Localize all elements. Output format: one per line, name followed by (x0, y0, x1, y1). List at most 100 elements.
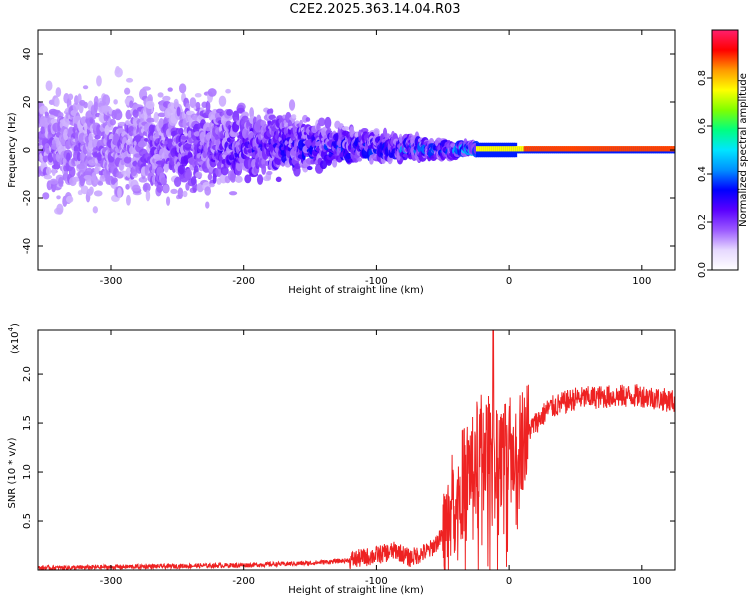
spectrogram-cell (66, 152, 71, 162)
spectrogram-cell (673, 146, 675, 152)
spectrogram-cell (563, 146, 567, 152)
spectrogram-cell (607, 146, 611, 152)
spectrogram-cell (142, 86, 151, 91)
spectrogram-cell (50, 180, 60, 185)
spectrogram-cell (535, 146, 540, 152)
spectrogram-cell (561, 146, 565, 152)
spectrogram-cell (63, 170, 69, 179)
spectrogram-cell (117, 187, 122, 199)
spectrogram-cell (623, 146, 627, 152)
spectrogram-cell (589, 146, 593, 152)
spectrogram-cell (497, 146, 502, 152)
spectrogram-cell (551, 146, 555, 152)
spectrogram-cell (657, 146, 661, 152)
spectrogram-cell (525, 146, 530, 152)
spectrogram-cell (643, 146, 647, 152)
spectrogram-cell (475, 146, 480, 152)
spectrogram-cell (641, 146, 645, 152)
spectrogram-cell (225, 88, 231, 94)
spectrogram-cell (531, 146, 536, 152)
snr-y-ticks: 0.5 1.0 1.5 2.0 (22, 366, 675, 529)
spectrogram-cell (547, 146, 551, 152)
spectrogram-cell (54, 97, 60, 107)
spectrogram-cell (267, 120, 272, 126)
spectrogram-cell (571, 146, 575, 152)
spectrogram-cell (649, 146, 653, 152)
spectrogram-cell (234, 175, 243, 183)
spectrogram-cell (595, 146, 599, 152)
snr-y-axis-label: SNR (10 * v/v) (7, 437, 18, 508)
spectrogram-cell (45, 167, 52, 176)
spectrogram-cell (82, 85, 89, 90)
spectrogram-cell (266, 170, 273, 176)
spectrogram-cell (156, 183, 163, 193)
spectrogram-cell (319, 160, 328, 170)
spectrogram-cell (637, 146, 641, 152)
spectrogram-cell (639, 146, 643, 152)
spectrogram-cell (503, 146, 508, 152)
spectrogram-cell (513, 146, 518, 152)
spectrogram-y-tick-label: -20 (22, 190, 33, 206)
spectrogram-cell (195, 171, 203, 179)
spectrogram-cell (162, 95, 171, 102)
spectrogram-cell (182, 118, 188, 129)
spectrogram-cell (499, 146, 504, 152)
spectrogram-x-tick-label: 100 (632, 276, 651, 287)
spectrogram-y-tick-label: 40 (22, 48, 33, 61)
spectrogram-cell (625, 146, 629, 152)
spectrogram-cell (261, 163, 267, 175)
spectrogram-cell (294, 163, 301, 170)
spectrogram-cell (581, 146, 585, 152)
page-title: C2E2.2025.363.14.04.R03 (289, 2, 461, 17)
spectrogram-cell (153, 111, 159, 123)
colorbar-tick-label: 0.6 (697, 118, 708, 134)
spectrogram-cell (65, 195, 74, 203)
spectrogram-cell (229, 170, 237, 183)
spectrogram-cell (515, 146, 520, 152)
spectrogram-cell (491, 146, 496, 152)
spectrogram-cell (138, 176, 148, 183)
snr-x-tick-label: -300 (100, 576, 123, 587)
spectrogram-cell (653, 146, 657, 152)
spectrogram-cell (96, 75, 102, 87)
spectrogram-cell (207, 173, 213, 181)
spectrogram-cell (583, 146, 587, 152)
spectrogram-cell (109, 118, 116, 126)
spectrogram-cell (160, 177, 167, 186)
spectrogram-cell (256, 174, 264, 185)
spectrogram-cell (615, 146, 619, 152)
spectrogram-cell (621, 146, 625, 152)
spectrogram-cell (579, 146, 583, 152)
spectrogram-cell (196, 182, 204, 193)
spectrogram-cell (651, 146, 655, 152)
spectrogram-cell (79, 175, 85, 187)
spectrogram-cell (209, 183, 215, 188)
spectrogram-cell (627, 146, 631, 152)
spectrogram-cell (507, 146, 512, 152)
spectrogram-cell (129, 100, 134, 109)
spectrogram-cell (58, 176, 64, 187)
spectrogram-cell (244, 174, 252, 184)
spectrogram-cell (575, 146, 579, 152)
spectrogram-cell (629, 146, 633, 152)
spectrogram-cell (481, 146, 486, 152)
spectrogram-cell (307, 166, 313, 171)
spectrogram-cell (131, 184, 141, 192)
snr-x-tick-label: -200 (232, 576, 255, 587)
spectrogram-cell (557, 146, 561, 152)
spectrogram-cell (509, 146, 514, 152)
spectrogram-cell (489, 146, 494, 152)
spectrogram-cell (565, 146, 569, 152)
spectrogram-cell (113, 99, 118, 105)
spectrogram-cell (645, 146, 649, 152)
spectrogram-cell (659, 146, 663, 152)
spectrogram-cell (157, 92, 164, 98)
spectrogram-cell (45, 80, 53, 91)
spectrogram-cell (332, 158, 338, 168)
spectrogram-cell (661, 146, 665, 152)
spectrogram-cell (195, 101, 201, 109)
spectrogram-cell (591, 146, 595, 152)
spectrogram-cell (145, 100, 155, 110)
spectrogram-cell (125, 183, 130, 190)
spectrogram-cell (533, 146, 538, 152)
